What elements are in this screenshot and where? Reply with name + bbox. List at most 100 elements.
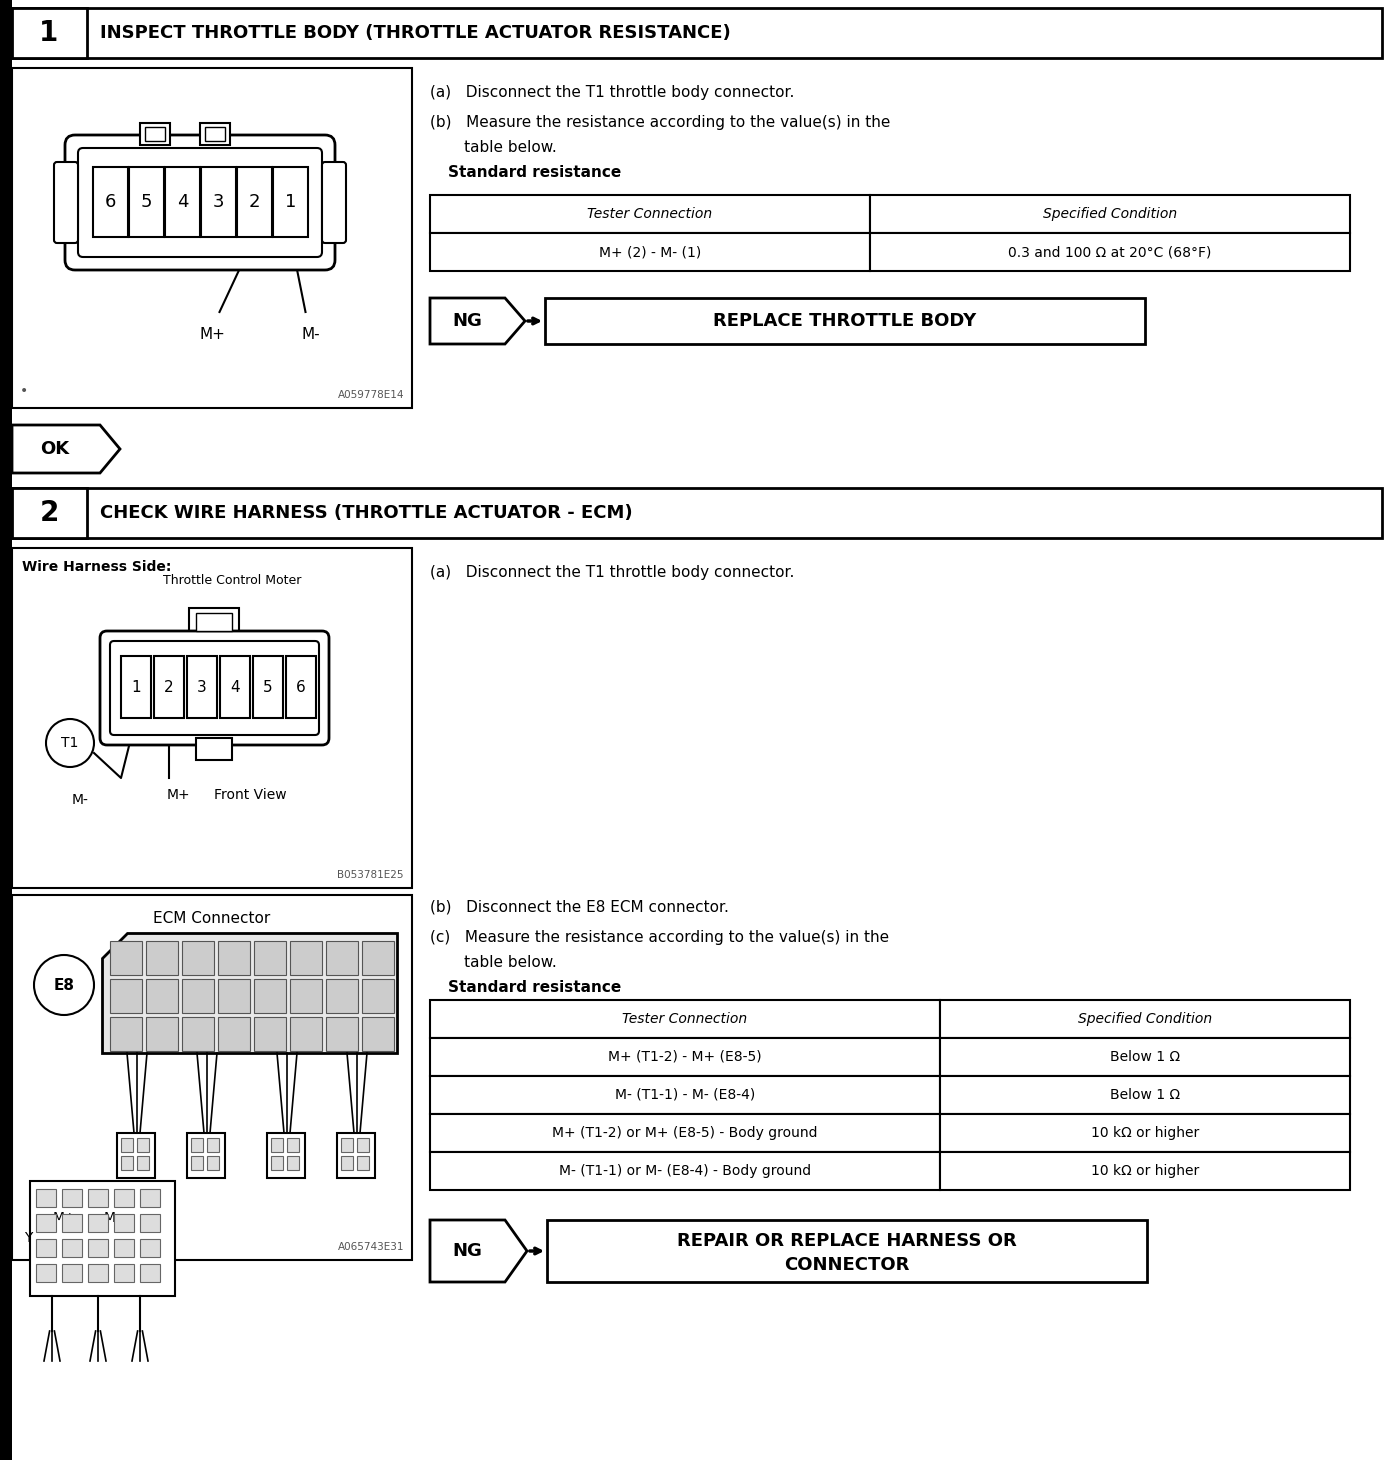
Text: INSPECT THROTTLE BODY (THROTTLE ACTUATOR RESISTANCE): INSPECT THROTTLE BODY (THROTTLE ACTUATOR… [100, 23, 731, 42]
Bar [88, 1188, 108, 1207]
Bar [182, 980, 214, 1013]
Bar [140, 1264, 160, 1282]
Bar [361, 980, 393, 1013]
Bar [286, 656, 316, 718]
Bar [327, 980, 359, 1013]
Bar [940, 1076, 1350, 1114]
Bar [361, 942, 393, 975]
Text: 0.3 and 100 Ω at 20°C (68°F): 0.3 and 100 Ω at 20°C (68°F) [1008, 245, 1212, 258]
Text: 2: 2 [249, 193, 260, 212]
Text: 4: 4 [231, 679, 240, 695]
Bar [254, 980, 286, 1013]
Bar [189, 607, 239, 638]
Circle shape [46, 718, 95, 766]
Text: M- (T1-1) - M- (E8-4): M- (T1-1) - M- (E8-4) [614, 1088, 755, 1102]
Bar [870, 196, 1350, 234]
Text: •: • [19, 384, 28, 399]
Bar [327, 1018, 359, 1051]
Bar [63, 1240, 82, 1257]
Bar [548, 1221, 1147, 1282]
Bar [940, 1114, 1350, 1152]
Text: 1: 1 [39, 19, 58, 47]
Bar [291, 980, 322, 1013]
Bar [200, 123, 229, 145]
Text: NG: NG [452, 1242, 482, 1260]
Bar [272, 166, 309, 237]
Bar [140, 1240, 160, 1257]
Bar [88, 1240, 108, 1257]
Text: (a)   Disconnect the T1 throttle body connector.: (a) Disconnect the T1 throttle body conn… [430, 85, 794, 99]
Bar [286, 1156, 299, 1169]
Circle shape [33, 955, 95, 1015]
Bar [271, 1137, 284, 1152]
Bar [36, 1215, 56, 1232]
Bar [140, 123, 170, 145]
FancyBboxPatch shape [65, 134, 335, 270]
Bar [13, 69, 411, 407]
Bar [291, 1018, 322, 1051]
Bar [117, 1133, 156, 1178]
Bar [121, 656, 152, 718]
Bar [36, 1188, 56, 1207]
Bar [13, 548, 411, 888]
Bar [430, 196, 870, 234]
Bar [129, 166, 164, 237]
Text: (c)   Measure the resistance according to the value(s) in the: (c) Measure the resistance according to … [430, 930, 890, 945]
FancyBboxPatch shape [100, 631, 329, 745]
Bar [114, 1215, 133, 1232]
Text: 6: 6 [296, 679, 306, 695]
Text: 4: 4 [177, 193, 188, 212]
Bar [218, 942, 250, 975]
Bar [140, 1215, 160, 1232]
Text: (a)   Disconnect the T1 throttle body connector.: (a) Disconnect the T1 throttle body conn… [430, 565, 794, 580]
Text: Specified Condition: Specified Condition [1077, 1012, 1212, 1026]
Text: 2: 2 [39, 499, 58, 527]
Bar [146, 942, 178, 975]
Text: M+ (T1-2) - M+ (E8-5): M+ (T1-2) - M+ (E8-5) [609, 1050, 762, 1064]
Text: NG: NG [452, 312, 482, 330]
Bar [940, 1038, 1350, 1076]
Text: M- (T1-1) or M- (E8-4) - Body ground: M- (T1-1) or M- (E8-4) - Body ground [559, 1164, 810, 1178]
Bar [13, 488, 1382, 537]
Bar [430, 1114, 940, 1152]
Bar [545, 298, 1145, 345]
Text: T1: T1 [61, 736, 79, 750]
Polygon shape [430, 1221, 527, 1282]
Bar [286, 1137, 299, 1152]
Bar [145, 127, 165, 142]
Text: Tester Connection: Tester Connection [588, 207, 713, 220]
Bar [146, 1018, 178, 1051]
Bar [430, 234, 870, 272]
Text: M-: M- [104, 1210, 121, 1225]
Text: A065743E31: A065743E31 [338, 1242, 404, 1253]
Bar [88, 1215, 108, 1232]
Text: 1: 1 [285, 193, 296, 212]
Bar [121, 1156, 133, 1169]
Bar [138, 1137, 149, 1152]
Bar [204, 127, 225, 142]
Text: M+: M+ [167, 788, 190, 802]
Bar [13, 7, 1382, 58]
Text: M+ (T1-2) or M+ (E8-5) - Body ground: M+ (T1-2) or M+ (E8-5) - Body ground [552, 1126, 817, 1140]
Text: Standard resistance: Standard resistance [448, 980, 621, 996]
Text: Front View: Front View [214, 788, 286, 802]
Bar [940, 1000, 1350, 1038]
FancyBboxPatch shape [322, 162, 346, 242]
Text: Standard resistance: Standard resistance [448, 165, 621, 180]
Bar [138, 1156, 149, 1169]
Bar [341, 1156, 353, 1169]
Bar [0, 0, 13, 1460]
Text: M-: M- [72, 793, 89, 807]
Bar [207, 1156, 220, 1169]
FancyBboxPatch shape [110, 641, 318, 734]
Text: B053781E25: B053781E25 [338, 870, 404, 880]
Bar [940, 1152, 1350, 1190]
Text: REPAIR OR REPLACE HARNESS OR: REPAIR OR REPLACE HARNESS OR [677, 1232, 1017, 1250]
Bar [121, 1137, 133, 1152]
Bar [154, 656, 183, 718]
Bar [357, 1156, 368, 1169]
Text: Tester Connection: Tester Connection [623, 1012, 748, 1026]
Text: 6: 6 [104, 193, 117, 212]
Bar [357, 1137, 368, 1152]
FancyBboxPatch shape [78, 147, 322, 257]
